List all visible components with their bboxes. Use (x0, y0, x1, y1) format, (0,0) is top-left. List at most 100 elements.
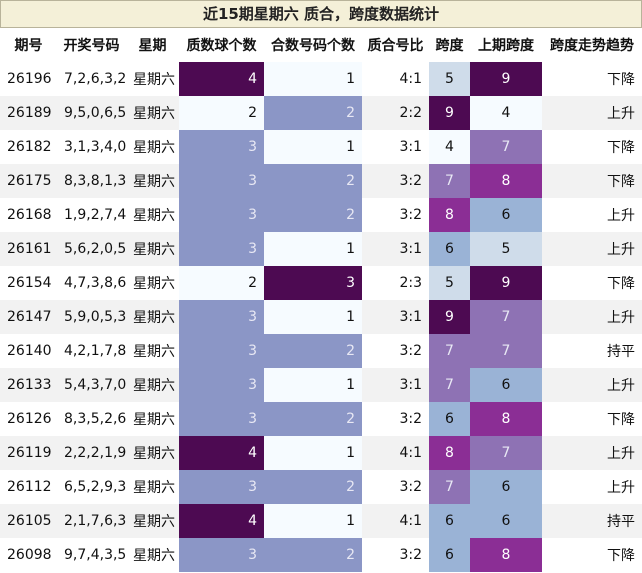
prime-count-cell: 3 (179, 164, 264, 198)
numbers-cell: 5,9,0,5,3 (57, 300, 126, 334)
table-row: 26168 1,9,2,7,4 星期六 3 2 3:2 8 6 上升 (0, 198, 642, 232)
prev-span-cell: 5 (470, 232, 542, 266)
prime-count-cell: 3 (179, 538, 264, 572)
composite-count-cell: 3 (264, 266, 362, 300)
prime-count-cell: 3 (179, 470, 264, 504)
header-prev-span: 上期跨度 (470, 28, 542, 62)
prime-count-cell: 3 (179, 368, 264, 402)
table-row: 26133 5,4,3,7,0 星期六 3 1 3:1 7 6 上升 (0, 368, 642, 402)
composite-count-cell: 1 (264, 232, 362, 266)
weekday-cell: 星期六 (126, 470, 179, 504)
trend-cell: 持平 (542, 334, 642, 368)
span-cell: 8 (429, 198, 470, 232)
trend-cell: 上升 (542, 198, 642, 232)
ratio-cell: 4:1 (362, 62, 429, 96)
trend-cell: 下降 (542, 62, 642, 96)
prev-span-cell: 7 (470, 436, 542, 470)
trend-cell: 持平 (542, 504, 642, 538)
prev-span-cell: 8 (470, 538, 542, 572)
issue-cell: 26098 (0, 538, 57, 572)
span-cell: 4 (429, 130, 470, 164)
issue-cell: 26105 (0, 504, 57, 538)
weekday-cell: 星期六 (126, 198, 179, 232)
issue-cell: 26112 (0, 470, 57, 504)
table-row: 26119 2,2,2,1,9 星期六 4 1 4:1 8 7 上升 (0, 436, 642, 470)
trend-cell: 下降 (542, 164, 642, 198)
prime-count-cell: 3 (179, 402, 264, 436)
issue-cell: 26126 (0, 402, 57, 436)
prev-span-cell: 4 (470, 96, 542, 130)
weekday-cell: 星期六 (126, 436, 179, 470)
issue-cell: 26175 (0, 164, 57, 198)
trend-cell: 上升 (542, 368, 642, 402)
table-row: 26175 8,3,8,1,3 星期六 3 2 3:2 7 8 下降 (0, 164, 642, 198)
numbers-cell: 5,6,2,0,5 (57, 232, 126, 266)
prev-span-cell: 6 (470, 470, 542, 504)
ratio-cell: 3:2 (362, 198, 429, 232)
weekday-cell: 星期六 (126, 368, 179, 402)
span-cell: 6 (429, 232, 470, 266)
weekday-cell: 星期六 (126, 300, 179, 334)
trend-cell: 下降 (542, 130, 642, 164)
span-cell: 6 (429, 538, 470, 572)
prev-span-cell: 7 (470, 130, 542, 164)
prev-span-cell: 7 (470, 334, 542, 368)
prime-count-cell: 3 (179, 130, 264, 164)
composite-count-cell: 1 (264, 504, 362, 538)
weekday-cell: 星期六 (126, 504, 179, 538)
span-cell: 5 (429, 62, 470, 96)
table-row: 26098 9,7,4,3,5 星期六 3 2 3:2 6 8 下降 (0, 538, 642, 572)
ratio-cell: 4:1 (362, 436, 429, 470)
composite-count-cell: 1 (264, 62, 362, 96)
trend-cell: 上升 (542, 300, 642, 334)
composite-count-cell: 2 (264, 96, 362, 130)
weekday-cell: 星期六 (126, 402, 179, 436)
table-row: 26196 7,2,6,3,2 星期六 4 1 4:1 5 9 下降 (0, 62, 642, 96)
prime-count-cell: 3 (179, 334, 264, 368)
prev-span-cell: 9 (470, 266, 542, 300)
header-ratio: 质合号比 (362, 28, 429, 62)
composite-count-cell: 2 (264, 402, 362, 436)
header-composite-count: 合数号码个数 (264, 28, 362, 62)
ratio-cell: 3:1 (362, 368, 429, 402)
span-cell: 7 (429, 368, 470, 402)
prime-count-cell: 4 (179, 62, 264, 96)
header-prime-count: 质数球个数 (179, 28, 264, 62)
ratio-cell: 2:2 (362, 96, 429, 130)
ratio-cell: 3:2 (362, 538, 429, 572)
trend-cell: 上升 (542, 96, 642, 130)
composite-count-cell: 2 (264, 164, 362, 198)
composite-count-cell: 1 (264, 300, 362, 334)
span-cell: 9 (429, 300, 470, 334)
issue-cell: 26168 (0, 198, 57, 232)
ratio-cell: 3:2 (362, 164, 429, 198)
span-cell: 9 (429, 96, 470, 130)
composite-count-cell: 1 (264, 130, 362, 164)
table-row: 26161 5,6,2,0,5 星期六 3 1 3:1 6 5 上升 (0, 232, 642, 266)
prev-span-cell: 6 (470, 198, 542, 232)
prev-span-cell: 7 (470, 300, 542, 334)
weekday-cell: 星期六 (126, 266, 179, 300)
prime-count-cell: 2 (179, 266, 264, 300)
numbers-cell: 6,5,2,9,3 (57, 470, 126, 504)
span-cell: 6 (429, 504, 470, 538)
weekday-cell: 星期六 (126, 334, 179, 368)
table-row: 26189 9,5,0,6,5 星期六 2 2 2:2 9 4 上升 (0, 96, 642, 130)
numbers-cell: 9,7,4,3,5 (57, 538, 126, 572)
prev-span-cell: 9 (470, 62, 542, 96)
issue-cell: 26154 (0, 266, 57, 300)
prev-span-cell: 8 (470, 164, 542, 198)
span-cell: 6 (429, 402, 470, 436)
numbers-cell: 4,2,1,7,8 (57, 334, 126, 368)
numbers-cell: 9,5,0,6,5 (57, 96, 126, 130)
prev-span-cell: 6 (470, 368, 542, 402)
prime-count-cell: 3 (179, 198, 264, 232)
prime-count-cell: 4 (179, 504, 264, 538)
table-row: 26112 6,5,2,9,3 星期六 3 2 3:2 7 6 上升 (0, 470, 642, 504)
trend-cell: 上升 (542, 470, 642, 504)
trend-cell: 上升 (542, 232, 642, 266)
table-row: 26154 4,7,3,8,6 星期六 2 3 2:3 5 9 下降 (0, 266, 642, 300)
header-numbers: 开奖号码 (57, 28, 126, 62)
prime-count-cell: 2 (179, 96, 264, 130)
